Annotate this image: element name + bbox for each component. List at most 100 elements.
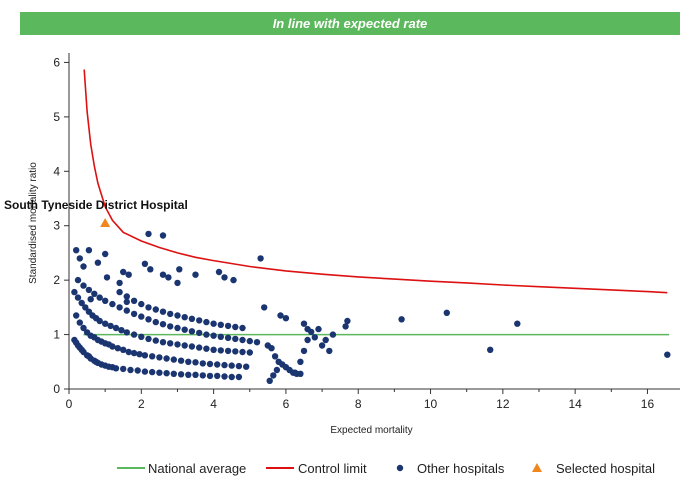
other-hospital-point xyxy=(304,336,311,344)
other-hospital-point xyxy=(138,313,145,320)
other-hospital-point xyxy=(196,344,203,351)
other-hospital-point xyxy=(206,360,214,368)
control-limit-line xyxy=(83,69,668,294)
other-hospital-point xyxy=(217,333,224,340)
other-hospital-point xyxy=(224,347,232,355)
other-hospital-point xyxy=(185,358,192,365)
other-hospital-point xyxy=(221,373,228,380)
other-hospital-point xyxy=(134,367,141,374)
other-hospital-point xyxy=(112,324,120,332)
other-hospital-point xyxy=(78,299,85,307)
y-tick-label: 1 xyxy=(53,328,60,342)
other-hospital-point xyxy=(107,322,114,330)
other-hospital-point xyxy=(94,259,102,266)
y-tick-label: 6 xyxy=(53,55,60,69)
other-hospital-point xyxy=(192,271,199,278)
other-hospital-point xyxy=(228,362,235,369)
other-hospital-point xyxy=(156,354,163,361)
other-hospital-point xyxy=(138,300,145,308)
status-banner-text: In line with expected rate xyxy=(272,16,428,31)
other-hospital-point xyxy=(235,362,243,370)
other-hospital-point xyxy=(127,366,134,374)
other-hospital-point xyxy=(318,342,326,349)
other-hospital-point xyxy=(181,342,188,349)
other-hospital-point xyxy=(326,347,333,355)
other-hospital-point xyxy=(188,328,196,335)
other-hospital-point xyxy=(300,320,308,327)
other-hospital-point xyxy=(96,317,103,325)
other-hospital-point xyxy=(114,345,122,352)
other-hospital-point xyxy=(152,337,159,344)
other-hospital-point xyxy=(174,312,181,319)
other-hospital-point xyxy=(159,308,167,315)
other-hospital-point xyxy=(167,323,174,330)
other-hospital-point xyxy=(165,274,172,281)
other-hospital-point xyxy=(192,359,199,366)
other-hospital-point xyxy=(210,320,217,327)
x-tick-label: 4 xyxy=(210,397,217,411)
other-hospital-point xyxy=(239,324,246,332)
other-hospital-point xyxy=(230,276,237,284)
other-hospital-point xyxy=(224,334,232,341)
x-tick-label: 16 xyxy=(641,397,655,411)
other-hospital-point xyxy=(268,345,275,352)
other-hospital-point xyxy=(116,288,123,296)
other-hospital-point xyxy=(196,317,203,324)
x-tick-label: 14 xyxy=(568,397,582,411)
other-hospital-point xyxy=(210,346,217,353)
other-hospital-point xyxy=(167,340,174,347)
x-tick-label: 2 xyxy=(138,397,145,411)
other-hospital-point xyxy=(170,370,177,377)
other-hospital-point xyxy=(228,373,235,381)
x-tick-label: 10 xyxy=(424,397,438,411)
other-hospital-point xyxy=(112,365,120,372)
other-hospital-point xyxy=(80,282,87,289)
other-hospital-point xyxy=(159,339,167,346)
other-hospital-point xyxy=(181,314,188,321)
y-tick-label: 0 xyxy=(53,382,60,396)
other-hospital-point xyxy=(141,260,149,267)
other-hospital-point xyxy=(344,317,351,325)
other-hospital-point xyxy=(85,286,93,294)
other-hospital-point xyxy=(214,361,221,368)
other-hospital-point xyxy=(291,369,299,376)
other-hospital-point xyxy=(174,279,181,287)
other-hospital-point xyxy=(329,331,337,338)
other-hospital-point xyxy=(118,327,125,334)
legend-other-hospitals-swatch xyxy=(396,464,404,472)
other-hospital-point xyxy=(149,368,156,376)
other-hospital-point xyxy=(185,371,192,378)
other-hospital-point xyxy=(203,318,210,326)
x-tick-label: 0 xyxy=(66,397,73,411)
other-hospital-point xyxy=(123,329,130,336)
other-hospital-point xyxy=(297,358,304,365)
other-hospital-point xyxy=(167,310,174,318)
other-hospital-point xyxy=(138,333,145,340)
other-hospital-point xyxy=(342,323,349,330)
other-hospital-point xyxy=(181,326,188,333)
other-hospital-point xyxy=(239,348,246,356)
other-hospital-point xyxy=(210,332,217,339)
other-hospital-point xyxy=(91,290,98,297)
other-hospital-point xyxy=(73,312,80,319)
other-hospital-point xyxy=(188,343,196,350)
other-hospital-point xyxy=(130,331,138,338)
annotations: South Tyneside District Hospital xyxy=(4,198,188,212)
other-hospital-point xyxy=(103,274,111,281)
other-hospital-point xyxy=(277,312,284,319)
y-tick-label: 2 xyxy=(53,273,60,287)
other-hospital-point xyxy=(215,268,223,276)
other-hospital-point xyxy=(147,266,154,273)
other-hospital-point xyxy=(177,371,185,378)
legend: National average Control limit Other hospi… xyxy=(117,461,655,476)
other-hospital-point xyxy=(136,351,143,358)
other-hospital-point xyxy=(109,300,116,308)
x-axis-title: Expected mortality xyxy=(330,425,412,436)
other-hospital-point xyxy=(152,318,159,326)
other-hospital-point xyxy=(145,316,152,323)
other-hospital-point xyxy=(123,298,130,306)
other-hospital-point xyxy=(235,373,243,381)
other-hospital-point xyxy=(145,304,152,311)
